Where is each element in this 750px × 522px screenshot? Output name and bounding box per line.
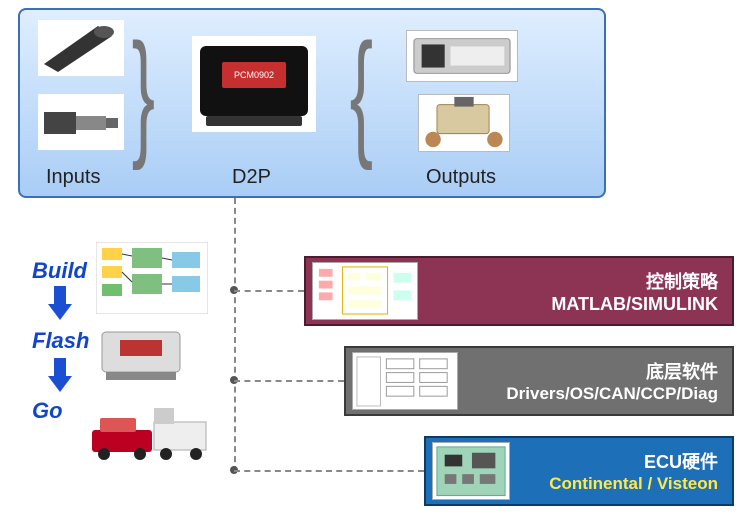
down-arrow-icon: [48, 358, 72, 392]
layer-lowlevel-sw: 底层软件 Drivers/OS/CAN/CCP/Diag: [344, 346, 734, 416]
layer-subtitle: Drivers/OS/CAN/CCP/Diag: [506, 384, 718, 404]
layer-control-strategy: 控制策略 MATLAB/SIMULINK: [304, 256, 734, 326]
flash-label: Flash: [32, 328, 89, 354]
branch-1: [234, 290, 304, 292]
branch-3: [234, 470, 424, 472]
vehicles-photo-icon: [90, 396, 210, 462]
layer-title: 底层软件: [506, 358, 718, 384]
brace-right-icon: {: [350, 12, 373, 174]
ecu-photo-icon: [96, 324, 196, 386]
branch-2: [234, 380, 344, 382]
brace-left-icon: }: [132, 12, 155, 174]
simulink-thumb-icon: [312, 262, 418, 320]
layer-ecu-hw: ECU硬件 Continental / Visteon: [424, 436, 734, 506]
sensor-icon: [38, 94, 124, 150]
simulink-thumb-icon: [96, 242, 208, 314]
down-arrow-icon: [48, 286, 72, 320]
layer-subtitle: Continental / Visteon: [549, 474, 718, 494]
psu-box-icon: [406, 30, 518, 82]
pcb-icon: [432, 442, 510, 500]
outputs-label: Outputs: [426, 166, 496, 189]
layer-title: ECU硬件: [549, 448, 718, 474]
ecu-module-icon: PCM0902: [192, 36, 316, 132]
pedal-icon: [38, 20, 124, 76]
svg-text:PCM0902: PCM0902: [234, 70, 274, 80]
d2p-label: D2P: [232, 166, 271, 189]
trunk-connector: [234, 198, 236, 472]
go-label: Go: [32, 398, 63, 424]
inputs-label: Inputs: [46, 166, 100, 189]
layer-title: 控制策略: [551, 268, 718, 294]
build-label: Build: [32, 258, 87, 284]
config-panels-icon: [352, 352, 458, 410]
layer-subtitle: MATLAB/SIMULINK: [551, 294, 718, 315]
relay-icon: [418, 94, 510, 152]
